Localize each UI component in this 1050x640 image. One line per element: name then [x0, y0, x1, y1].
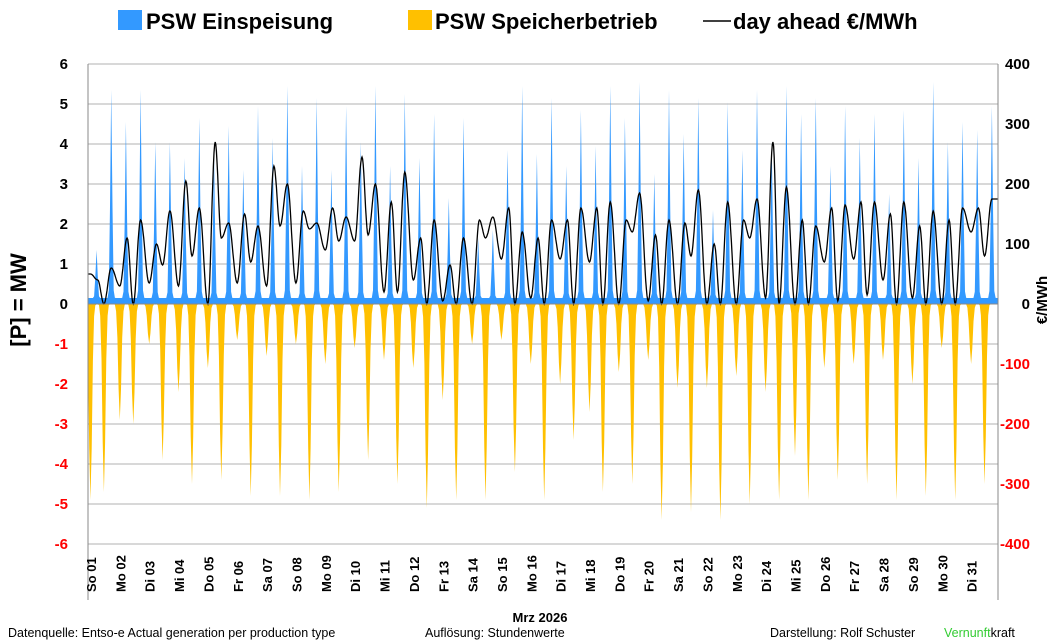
legend-swatch-einspeisung	[118, 10, 142, 30]
y-axis-title-left: [P] = MW	[6, 253, 31, 347]
footer-source: Datenquelle: Entso-e Actual generation p…	[8, 626, 335, 640]
y-tick-left: 2	[60, 216, 68, 233]
y-tick-left: 5	[60, 96, 68, 113]
x-tick-label: So 15	[495, 557, 510, 592]
tick-labels: 6 5 4 3 2 1 0 -1 -2 -3 -4 -5 -6 400 300 200 100 0 -100 -200…	[55, 56, 1030, 592]
x-tick-label: Fr 13	[436, 561, 451, 592]
y-tick-right: 400	[1005, 56, 1030, 73]
x-tick-label: So 29	[906, 557, 921, 592]
x-tick-label: Mo 16	[524, 555, 539, 592]
x-tick-label: Di 31	[965, 561, 980, 592]
x-tick-label: Di 17	[554, 561, 569, 592]
x-tick-label: So 08	[290, 557, 305, 592]
x-tick-label: So 01	[84, 557, 99, 592]
x-tick-label: Di 24	[759, 560, 774, 592]
y-tick-left: 0	[60, 296, 68, 313]
y-tick-right: -400	[1000, 536, 1030, 553]
footer: Datenquelle: Entso-e Actual generation p…	[8, 626, 1015, 640]
axes	[87, 64, 999, 600]
x-tick-label: Sa 21	[671, 558, 686, 592]
y-tick-left: -3	[55, 416, 68, 433]
footer-resolution: Auflösung: Stundenwerte	[425, 626, 565, 640]
legend-swatch-speicherbetrieb	[408, 10, 432, 30]
x-tick-label: Fr 27	[847, 561, 862, 592]
y-tick-right: -100	[1000, 356, 1030, 373]
y-axis-title-right: €/MWh	[1034, 276, 1050, 324]
x-tick-label: So 22	[701, 557, 716, 592]
x-tick-label: Mi 18	[583, 559, 598, 592]
y-tick-left: -6	[55, 536, 68, 553]
y-tick-left: 1	[60, 256, 68, 273]
brand-black: kraft	[991, 626, 1016, 640]
x-tick-label: Di 03	[143, 561, 158, 592]
y-tick-left: 3	[60, 176, 68, 193]
x-tick-label: Fr 20	[642, 561, 657, 592]
x-tick-label: Do 26	[818, 557, 833, 592]
y-tick-right: -200	[1000, 416, 1030, 433]
y-tick-right: 200	[1005, 176, 1030, 193]
legend-label-speicherbetrieb: PSW Speicherbetrieb	[435, 9, 658, 34]
y-tick-left: 4	[60, 136, 69, 153]
x-tick-label: Mi 04	[172, 559, 187, 592]
x-tick-label: Do 19	[612, 557, 627, 592]
legend-label-einspeisung: PSW Einspeisung	[146, 9, 333, 34]
footer-brand: Vernunftkraft	[944, 626, 1015, 640]
x-tick-label: Fr 06	[231, 561, 246, 592]
x-tick-label: Sa 14	[466, 557, 481, 592]
x-tick-label: Mo 09	[319, 555, 334, 592]
legend-label-price: day ahead €/MWh	[733, 9, 918, 34]
y-tick-right: 0	[1022, 296, 1030, 313]
y-tick-left: -4	[55, 456, 69, 473]
y-tick-left: -5	[55, 496, 68, 513]
brand-green: Vernunft	[944, 626, 991, 640]
series-areas	[88, 82, 998, 520]
footer-author: Darstellung: Rolf Schuster	[770, 626, 915, 640]
y-tick-right: 300	[1005, 116, 1030, 133]
y-tick-left: -1	[55, 336, 68, 353]
y-tick-left: 6	[60, 56, 68, 73]
x-tick-label: Do 05	[201, 557, 216, 592]
x-tick-label: Mi 25	[789, 559, 804, 592]
y-tick-right: 100	[1005, 236, 1030, 253]
y-tick-left: -2	[55, 376, 68, 393]
x-tick-label: Sa 28	[877, 558, 892, 592]
area-speicherbetrieb	[88, 304, 998, 520]
x-tick-label: Mo 30	[935, 555, 950, 592]
y-tick-right: -300	[1000, 476, 1030, 493]
x-tick-label: Mi 11	[378, 560, 393, 592]
x-tick-label: Mo 02	[113, 555, 128, 592]
x-tick-label: Do 12	[407, 557, 422, 592]
line-day-ahead-price	[88, 141, 998, 307]
x-tick-label: Sa 07	[260, 558, 275, 592]
x-tick-label: Di 10	[348, 561, 363, 592]
x-tick-label: Mo 23	[730, 555, 745, 592]
legend: PSW Einspeisung PSW Speicherbetrieb day …	[118, 9, 918, 34]
area-einspeisung	[88, 82, 998, 304]
x-axis-title: Mrz 2026	[513, 610, 568, 625]
